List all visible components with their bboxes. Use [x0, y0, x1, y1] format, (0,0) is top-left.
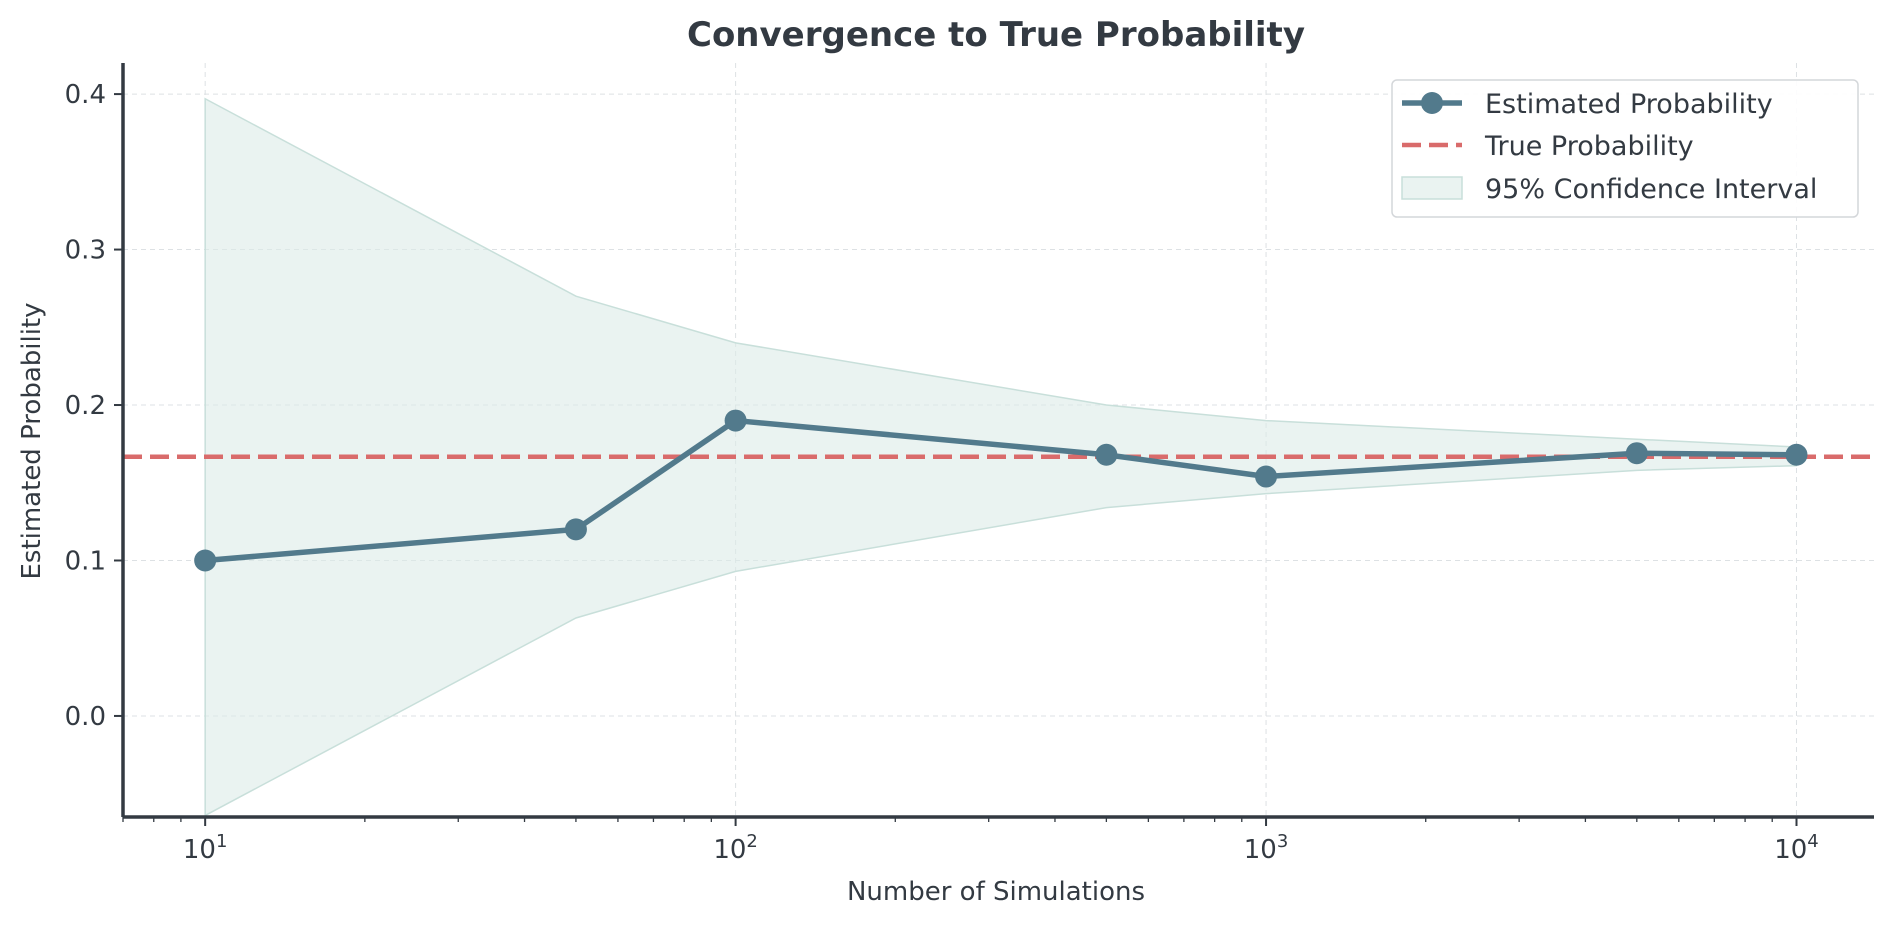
- y-tick-label-2: 0.2: [65, 391, 106, 421]
- estimated-point-2: [724, 409, 747, 432]
- estimated-point-0: [194, 549, 217, 572]
- legend-estimated-marker: [1421, 92, 1443, 114]
- x-tick-label-0: 101: [183, 831, 228, 865]
- y-tick-label-4: 0.4: [65, 80, 106, 110]
- x-tick-label-1: 102: [713, 831, 758, 865]
- x-tick-label-2: 103: [1244, 831, 1289, 865]
- y-tick-label-1: 0.1: [65, 546, 106, 576]
- x-ticks: 101 102 103 104: [122, 817, 1819, 865]
- y-axis-label: Estimated Probability: [17, 302, 47, 579]
- y-ticks: 0.0 0.1 0.2 0.3 0.4: [65, 80, 123, 732]
- estimated-point-3: [1095, 443, 1118, 466]
- y-tick-label-0: 0.0: [65, 702, 106, 732]
- legend-box: [1391, 79, 1859, 218]
- y-tick-label-3: 0.3: [65, 236, 106, 266]
- estimated-point-1: [564, 518, 587, 541]
- legend: Estimated Probability True Probability 95%…: [1391, 79, 1859, 218]
- x-axis-label: Number of Simulations: [847, 877, 1145, 907]
- axes: [121, 63, 1874, 819]
- legend-estimated-label: Estimated Probability: [1485, 89, 1773, 120]
- estimated-point-5: [1625, 442, 1648, 465]
- estimated-point-6: [1785, 443, 1808, 466]
- estimated-point-4: [1255, 465, 1278, 488]
- series-estimated: [194, 409, 1808, 572]
- legend-band-swatch: [1401, 176, 1463, 200]
- x-tick-label-3: 104: [1774, 831, 1819, 865]
- legend-true-label: True Probability: [1484, 131, 1694, 162]
- legend-band-label: 95% Confidence Interval: [1485, 174, 1817, 205]
- chart-title: Convergence to True Probability: [687, 15, 1305, 55]
